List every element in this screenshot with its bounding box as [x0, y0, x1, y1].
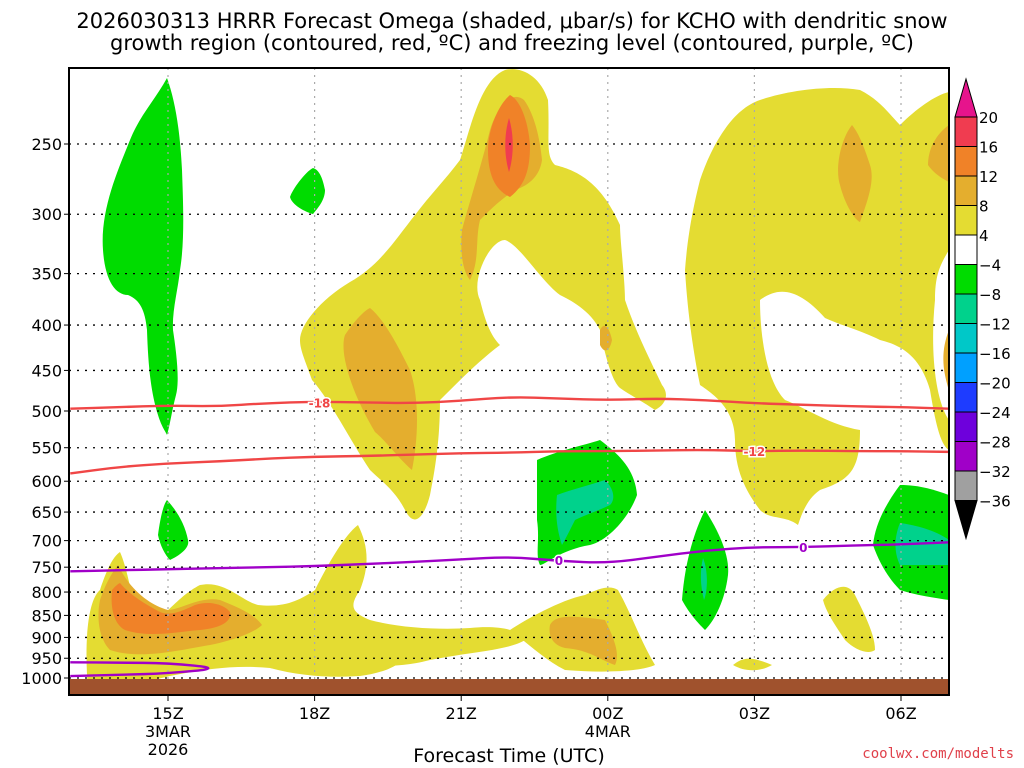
colorbar-under-triangle	[954, 500, 978, 541]
y-tick-label: 700	[31, 532, 62, 551]
colorbar-bin	[954, 175, 978, 206]
colorbar-bin	[954, 470, 978, 501]
chart-title-line1: 2026030313 HRRR Forecast Omega (shaded, …	[76, 9, 947, 33]
colorbar-tick-label: 16	[979, 139, 998, 157]
omega-8-12-00z-low	[549, 616, 617, 665]
contour-label: 0	[799, 541, 807, 555]
x-tick-label: 21Z	[446, 704, 477, 723]
y-tick-label: 950	[31, 649, 62, 668]
y-tick-label: 750	[31, 558, 62, 577]
colorbar-tick-label: 20	[979, 109, 998, 127]
y-tick-label: 800	[31, 583, 62, 602]
colorbar-bin	[954, 293, 978, 324]
colorbar-tick-label: −28	[979, 434, 1011, 452]
y-tick-label: 400	[31, 316, 62, 335]
colorbar-tick-label: −32	[979, 463, 1011, 481]
credit-text: coolwx.com/modelts	[862, 746, 1014, 762]
omega-neg8-12-02z	[700, 558, 707, 600]
omega-4-8-right	[685, 88, 949, 525]
colorbar-bin	[954, 205, 978, 236]
colorbar-tick-label: −16	[979, 345, 1011, 363]
omega-12-16-lowlevel	[111, 583, 231, 635]
x-tick-label: 18Z	[299, 704, 330, 723]
colorbar-tick-label: −12	[979, 316, 1011, 334]
colorbar-bin	[954, 116, 978, 147]
omega-8-12-right-c	[943, 330, 949, 392]
y-tick-label: 250	[31, 135, 62, 154]
omega-neg4-8-15z-low	[158, 500, 189, 560]
omega-8-12-right-b	[928, 125, 949, 182]
x-tick-date: 3MAR	[145, 722, 191, 741]
colorbar: 20 16 12 8 4 −4 −8 −12 −16 −20 −24 −28 −32 −36	[954, 77, 1011, 541]
colorbar-bin	[954, 352, 978, 383]
y-tick-label: 600	[31, 472, 62, 491]
colorbar-tick-label: −20	[979, 375, 1011, 393]
chart-title-line2: growth region (contoured, red, ºC) and f…	[110, 31, 914, 55]
omega-4-8-lowlevel-right	[270, 628, 412, 677]
y-tick-label: 1000	[21, 669, 62, 688]
omega-neg8-12-00z-mid	[556, 480, 614, 545]
colorbar-bin	[954, 264, 978, 295]
omega-8-12-right-a	[838, 125, 872, 222]
plot-frame	[68, 67, 950, 696]
colorbar-tick-label: 8	[979, 198, 989, 216]
colorbar-bin	[954, 382, 978, 413]
colorbar-tick-label: 4	[979, 227, 989, 245]
colorbar-bin	[954, 441, 978, 472]
x-axis-label: Forecast Time (UTC)	[413, 745, 604, 767]
terrain-fill	[69, 679, 949, 695]
omega-8-12-small-600	[600, 325, 612, 351]
colorbar-tick-label: −36	[979, 493, 1011, 511]
x-tick-label: 03Z	[739, 704, 770, 723]
contours: -18 -12 0 0	[70, 395, 949, 678]
x-tick-label: 00Z	[592, 704, 623, 723]
colorbar-bin	[954, 411, 978, 442]
colorbar-bin	[954, 323, 978, 354]
y-tick-label: 650	[31, 503, 62, 522]
plot-area: -18 -12 0 0	[69, 68, 949, 695]
y-tick-label: 900	[31, 628, 62, 647]
contour-label: 0	[555, 554, 563, 568]
y-tick-label: 550	[31, 439, 62, 458]
colorbar-over-triangle	[954, 77, 978, 118]
grid	[69, 68, 949, 695]
omega-neg4-8-18z-small	[290, 168, 325, 214]
omega-4-8-small-b	[733, 658, 772, 671]
colorbar-bin	[954, 146, 978, 177]
x-tick-date: 4MAR	[585, 722, 631, 741]
omega-16-20-core	[505, 118, 513, 172]
y-tick-label: 850	[31, 606, 62, 625]
omega-4-8-small-a	[823, 586, 875, 652]
omega-neg4-8-15z-aloft	[102, 78, 184, 435]
colorbar-bin	[954, 234, 978, 265]
y-axis: 250 300 350 400 450 500 550 600 650 700 750 800 850 9…	[21, 135, 69, 688]
contour-freezing-level	[70, 541, 949, 573]
colorbar-tick-label: 12	[979, 168, 998, 186]
contour-dgz-lower	[70, 448, 949, 475]
contour-label: -18	[309, 396, 331, 410]
omega-shading	[86, 69, 949, 690]
omega-4-8-lowlevel	[86, 525, 525, 690]
y-tick-label: 300	[31, 205, 62, 224]
x-tick-label: 15Z	[152, 704, 183, 723]
contour-dgz-upper	[70, 396, 949, 410]
x-tick-label: 06Z	[885, 704, 916, 723]
y-tick-label: 350	[31, 265, 62, 284]
colorbar-tick-label: −8	[979, 286, 1001, 304]
contour-label: -12	[744, 445, 766, 459]
colorbar-tick-label: −4	[979, 257, 1001, 275]
y-tick-label: 500	[31, 402, 62, 421]
contour-freezing-level-low	[70, 661, 210, 678]
y-tick-label: 450	[31, 361, 62, 380]
omega-8-12-plume-mid	[343, 308, 417, 470]
colorbar-tick-label: −24	[979, 404, 1011, 422]
x-tick-year: 2026	[148, 740, 189, 759]
